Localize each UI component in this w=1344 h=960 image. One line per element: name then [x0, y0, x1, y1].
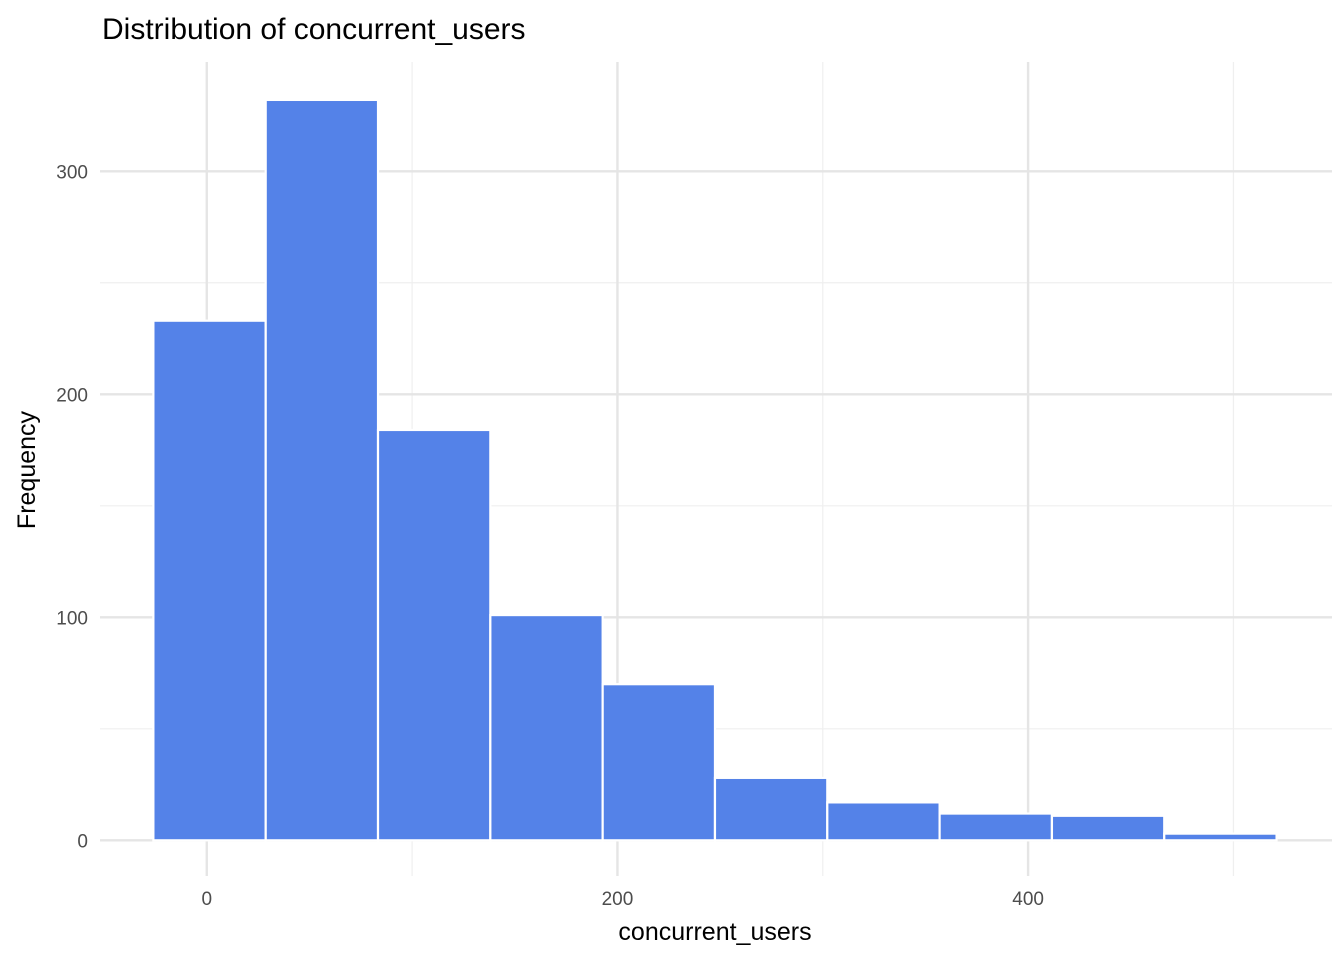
histogram-bar [1163, 832, 1278, 842]
histogram-bar [938, 812, 1054, 842]
histogram-bar [152, 319, 267, 842]
y-tick-label: 200 [56, 385, 88, 406]
histogram-bar [713, 776, 829, 842]
x-tick-label: 400 [1012, 889, 1044, 910]
y-axis-label: Frequency [13, 410, 41, 529]
chart-title: Distribution of concurrent_users [102, 13, 526, 46]
tick-labels: 0 100 200 300 0 200 400 [56, 162, 1044, 910]
histogram-bar [376, 428, 492, 842]
y-tick-label: 0 [77, 831, 88, 852]
x-tick-label: 200 [602, 889, 634, 910]
histogram-bar [601, 683, 717, 842]
histogram-bar [826, 801, 941, 842]
histogram-bar [264, 98, 380, 842]
histogram-bar [1050, 814, 1166, 842]
y-tick-label: 300 [56, 162, 88, 183]
y-tick-label: 100 [56, 608, 88, 629]
x-axis-label: concurrent_users [618, 918, 811, 946]
x-tick-label: 0 [201, 889, 212, 910]
bars [152, 98, 1278, 842]
histogram-bar [489, 613, 604, 842]
